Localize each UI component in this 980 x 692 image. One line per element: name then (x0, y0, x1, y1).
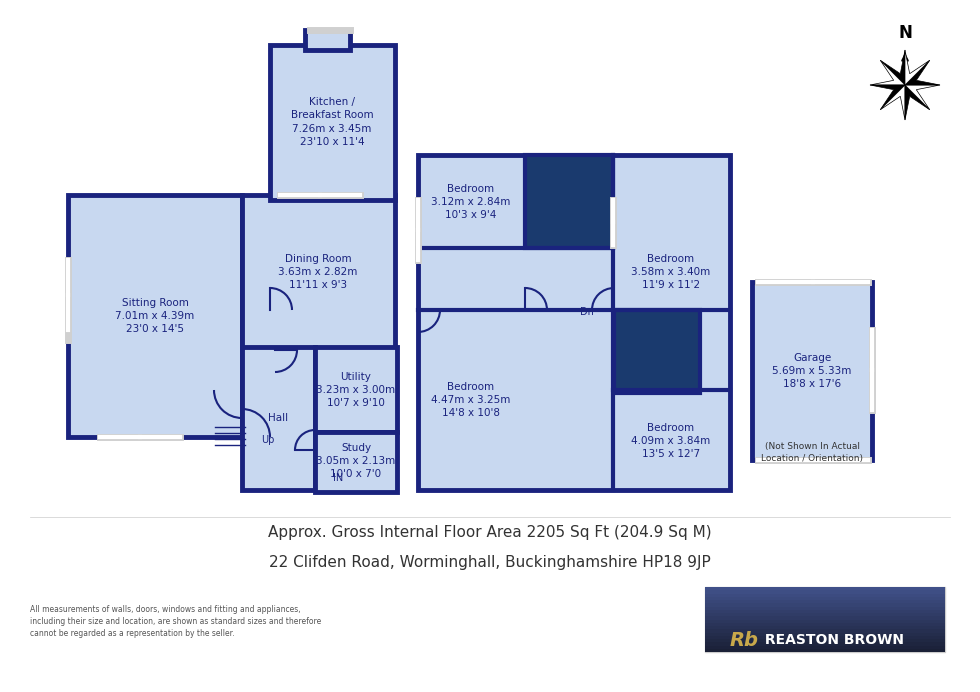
Bar (705, 642, 945, 646)
Bar (705, 610, 945, 613)
Bar (705, 606, 945, 610)
Text: Hall: Hall (268, 413, 288, 423)
Bar (242, 195, 395, 350)
Bar (705, 616, 945, 619)
Text: IN: IN (333, 473, 343, 483)
Text: Bedroom
4.47m x 3.25m
14'8 x 10'8: Bedroom 4.47m x 3.25m 14'8 x 10'8 (431, 382, 511, 418)
Text: Garage
5.69m x 5.33m
18'8 x 17'6: Garage 5.69m x 5.33m 18'8 x 17'6 (772, 353, 852, 389)
Bar (242, 347, 315, 490)
Bar (270, 45, 395, 200)
Polygon shape (880, 85, 905, 120)
Polygon shape (880, 50, 905, 85)
Bar (705, 648, 945, 652)
Text: Study
3.05m x 2.13m
10'0 x 7'0: Study 3.05m x 2.13m 10'0 x 7'0 (317, 443, 396, 479)
Text: REASTON BROWN: REASTON BROWN (760, 633, 904, 647)
Bar (705, 632, 945, 636)
Bar (68, 195, 242, 437)
Text: Utility
3.23m x 3.00m
10'7 x 9'10: Utility 3.23m x 3.00m 10'7 x 9'10 (317, 372, 396, 408)
Text: N: N (898, 24, 912, 42)
Bar (418, 155, 730, 490)
Text: Dn: Dn (580, 307, 594, 317)
Bar (705, 623, 945, 626)
Bar (705, 587, 945, 590)
Text: Bedroom
4.09m x 3.84m
13'5 x 12'7: Bedroom 4.09m x 3.84m 13'5 x 12'7 (631, 423, 710, 459)
Text: (Not Shown In Actual
Location / Orientation): (Not Shown In Actual Location / Orientat… (761, 442, 863, 463)
Bar (705, 590, 945, 594)
Text: Bedroom
3.58m x 3.40m
11'9 x 11'2: Bedroom 3.58m x 3.40m 11'9 x 11'2 (631, 254, 710, 290)
Bar (705, 636, 945, 639)
Bar (705, 639, 945, 642)
Bar (705, 597, 945, 600)
Bar (705, 629, 945, 632)
Bar (705, 613, 945, 617)
FancyBboxPatch shape (705, 587, 945, 652)
Polygon shape (905, 85, 930, 120)
Bar (705, 619, 945, 623)
Polygon shape (905, 60, 940, 85)
Bar (705, 600, 945, 603)
Text: Rb: Rb (730, 630, 759, 650)
Polygon shape (905, 50, 930, 85)
Text: Sitting Room
7.01m x 4.39m
23'0 x 14'5: Sitting Room 7.01m x 4.39m 23'0 x 14'5 (116, 298, 195, 334)
Text: Kitchen /
Breakfast Room
7.26m x 3.45m
23'10 x 11'4: Kitchen / Breakfast Room 7.26m x 3.45m 2… (291, 97, 373, 147)
Text: All measurements of walls, doors, windows and fitting and appliances,
including : All measurements of walls, doors, window… (30, 605, 321, 637)
Bar (315, 347, 397, 432)
Text: Up: Up (262, 435, 274, 445)
Polygon shape (870, 60, 905, 85)
Bar (705, 646, 945, 649)
Polygon shape (870, 85, 905, 110)
Bar (705, 594, 945, 597)
Bar (705, 603, 945, 606)
Polygon shape (905, 85, 940, 110)
Bar (315, 432, 397, 492)
Bar (305, 30, 350, 50)
Text: Approx. Gross Internal Floor Area 2205 Sq Ft (204.9 Sq M): Approx. Gross Internal Floor Area 2205 S… (269, 525, 711, 540)
Bar (705, 626, 945, 629)
Text: 22 Clifden Road, Worminghall, Buckinghamshire HP18 9JP: 22 Clifden Road, Worminghall, Buckingham… (270, 556, 710, 570)
Text: Bedroom
3.12m x 2.84m
10'3 x 9'4: Bedroom 3.12m x 2.84m 10'3 x 9'4 (431, 184, 511, 220)
Bar (752, 282, 872, 460)
Text: Dining Room
3.63m x 2.82m
11'11 x 9'3: Dining Room 3.63m x 2.82m 11'11 x 9'3 (278, 254, 358, 290)
Bar (525, 155, 613, 248)
Bar (614, 310, 700, 393)
